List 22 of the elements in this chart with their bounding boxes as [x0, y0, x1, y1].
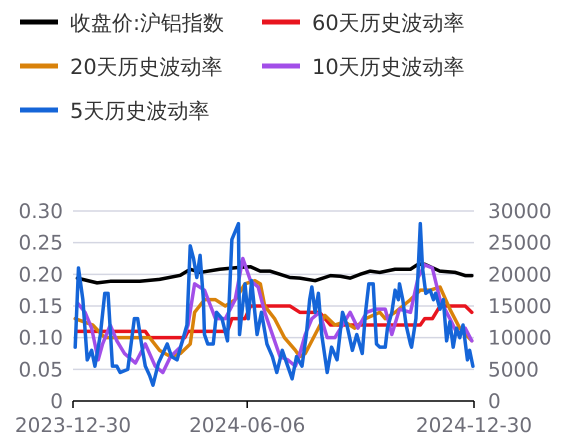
- y2-tick-label: 20000: [488, 262, 552, 286]
- y-tick-label: 0: [50, 389, 63, 413]
- legend-label: 收盘价:沪铝指数: [70, 11, 224, 35]
- x-tick-label: 2024-12-30: [416, 413, 532, 437]
- y2-tick-label: 5000: [488, 357, 539, 382]
- legend-label: 10天历史波动率: [312, 55, 465, 79]
- y-tick-label: 0.30: [18, 199, 63, 223]
- y2-tick-label: 30000: [488, 199, 552, 223]
- legend-label: 60天历史波动率: [312, 11, 465, 35]
- y-tick-label: 0.20: [18, 262, 63, 286]
- y-tick-label: 0.25: [18, 230, 63, 255]
- y2-tick-label: 25000: [488, 230, 552, 255]
- y2-tick-label: 10000: [488, 326, 552, 350]
- x-tick-label: 2024-06-06: [189, 413, 306, 437]
- y2-tick-label: 15000: [488, 294, 552, 318]
- legend-label: 5天历史波动率: [70, 99, 210, 123]
- y-tick-label: 0.15: [18, 294, 63, 318]
- y-tick-label: 0.10: [18, 326, 63, 350]
- y-tick-label: 0.05: [18, 357, 63, 382]
- x-tick-label: 2023-12-30: [14, 413, 132, 437]
- legend-label: 20天历史波动率: [70, 55, 223, 79]
- y2-tick-label: 0: [488, 389, 501, 413]
